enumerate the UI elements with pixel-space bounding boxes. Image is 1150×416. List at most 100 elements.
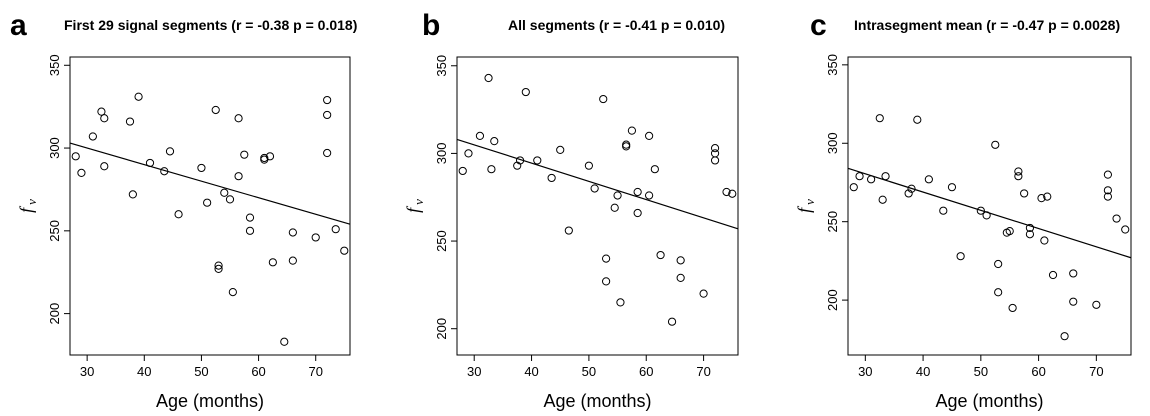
y-tick-label: 300 [47, 137, 62, 159]
data-point [1025, 230, 1035, 239]
data-point [134, 92, 143, 101]
data-point [947, 183, 957, 192]
data-point [590, 184, 599, 193]
data-point [1040, 236, 1049, 245]
data-point [699, 289, 708, 298]
data-point [1005, 226, 1014, 236]
regression-line [69, 142, 351, 225]
panel-title: First 29 signal segments (r = -0.38 p = … [64, 17, 357, 33]
data-point [602, 254, 611, 263]
data-point [667, 317, 677, 326]
y-axis-label-main: f [16, 205, 36, 213]
data-point [100, 114, 109, 123]
data-point [1069, 269, 1078, 278]
data-point [633, 208, 642, 218]
y-axis-label: fv [16, 199, 39, 213]
y-tick-label: 200 [434, 318, 449, 340]
data-point [867, 175, 876, 184]
data-point [197, 163, 206, 173]
panel-letter: c [810, 9, 827, 42]
panel-b: b All segments (r = -0.41 p = 0.010) 30 40 5… [403, 9, 739, 411]
y-axis-label: fv [794, 199, 817, 213]
data-point [627, 126, 637, 135]
y-tick-label: 200 [825, 289, 840, 311]
x-tick-label: 60 [639, 364, 653, 379]
data-point [633, 187, 642, 197]
data-point [599, 94, 608, 104]
data-point [288, 228, 297, 237]
data-point [311, 233, 320, 242]
data-point [214, 261, 223, 270]
data-point [1025, 223, 1035, 233]
x-axis-label: Age (months) [935, 391, 1043, 411]
data-point [645, 131, 654, 140]
data-point [521, 87, 530, 97]
data-point [904, 189, 913, 198]
data-point [323, 148, 332, 158]
data-point [245, 213, 255, 222]
data-point [1069, 297, 1078, 306]
data-point [211, 105, 220, 115]
data-point [881, 172, 890, 181]
regression-line [456, 138, 739, 230]
data-point [1060, 332, 1069, 341]
data-point [875, 114, 884, 123]
data-point [128, 190, 137, 199]
x-tick-label: 60 [1031, 364, 1045, 379]
data-point [907, 184, 916, 193]
y-axis-label-sub: v [802, 199, 817, 205]
panel-title: Intrasegment mean (r = -0.47 p = 0.0028) [854, 17, 1120, 33]
data-point [323, 110, 332, 120]
panel-c: c Intrasegment mean (r = -0.47 p = 0.0028… [794, 9, 1132, 411]
x-tick-label: 50 [974, 364, 988, 379]
data-point [533, 156, 542, 165]
x-tick-label: 40 [524, 364, 538, 379]
data-point [71, 152, 80, 161]
x-tick-label: 70 [696, 364, 710, 379]
data-point [100, 162, 109, 171]
x-tick-label: 50 [194, 364, 208, 379]
data-point [97, 107, 106, 116]
x-axis-label: Age (months) [543, 391, 651, 411]
data-point [982, 211, 991, 220]
data-point [547, 173, 556, 183]
data-point [88, 132, 97, 141]
data-point [913, 115, 922, 124]
data-point [650, 165, 659, 174]
data-point [710, 156, 720, 165]
x-tick-label: 40 [137, 364, 151, 379]
y-tick-label: 250 [47, 220, 62, 242]
x-axis-label: Age (months) [156, 391, 264, 411]
data-point [584, 161, 593, 170]
panel-title: All segments (r = -0.41 p = 0.010) [508, 17, 725, 33]
data-point [1037, 194, 1046, 203]
data-point [475, 131, 485, 140]
x-tick-label: 70 [1089, 364, 1103, 379]
data-point [622, 140, 631, 149]
y-tick-label: 300 [825, 132, 840, 154]
data-point [1014, 167, 1023, 176]
data-point [728, 189, 737, 198]
data-point [145, 158, 155, 168]
data-point [1112, 214, 1121, 223]
data-point [331, 225, 340, 234]
data-point [556, 145, 565, 155]
data-point [710, 144, 720, 153]
data-point [676, 273, 685, 282]
data-point [265, 152, 275, 161]
data-point [1121, 225, 1130, 234]
plot-frame [69, 56, 351, 356]
y-tick-label: 350 [434, 55, 449, 77]
y-tick-label: 350 [825, 54, 840, 76]
y-tick-label: 250 [434, 230, 449, 252]
data-point [616, 298, 625, 307]
data-point [214, 264, 223, 274]
data-point [676, 256, 685, 265]
data-point [849, 183, 858, 192]
data-point [490, 137, 499, 146]
data-point [939, 206, 948, 215]
data-point [228, 287, 237, 297]
y-tick-label: 250 [825, 211, 840, 233]
